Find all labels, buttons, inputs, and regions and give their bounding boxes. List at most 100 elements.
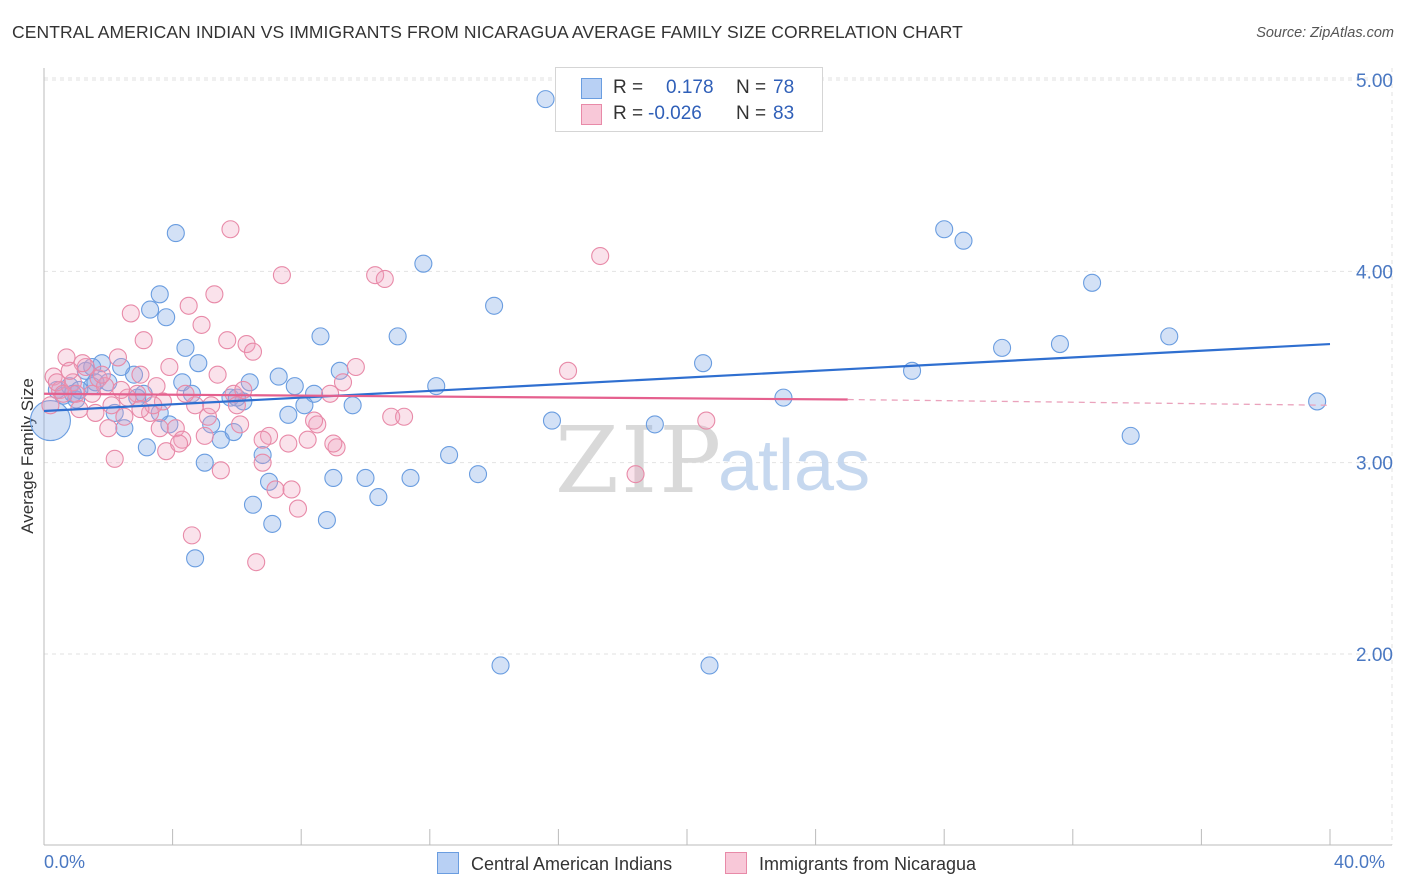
point-central-american-indian <box>491 656 510 675</box>
point-immigrant-nicaragua <box>591 246 610 266</box>
point-central-american-indian <box>112 357 131 377</box>
point-central-american-indian <box>195 453 214 472</box>
point-central-american-indian <box>305 384 324 403</box>
y-tick-label: 5.00 <box>1356 71 1393 92</box>
y-tick-label: 4.00 <box>1356 262 1393 283</box>
point-central-american-indian <box>542 411 562 430</box>
point-central-american-indian <box>243 495 263 514</box>
point-immigrant-nicaragua <box>47 373 66 392</box>
point-central-american-indian <box>356 468 375 488</box>
point-immigrant-nicaragua <box>195 426 214 445</box>
point-immigrant-nicaragua <box>92 365 111 384</box>
point-immigrant-nicaragua <box>305 411 324 430</box>
point-central-american-indian <box>414 254 433 273</box>
legend-label-pink: Immigrants from Nicaragua <box>759 854 977 874</box>
point-immigrant-nicaragua <box>57 348 76 367</box>
point-immigrant-nicaragua <box>253 430 272 449</box>
legend-swatch-pink <box>725 852 747 874</box>
point-immigrant-nicaragua <box>108 348 127 367</box>
point-immigrant-nicaragua <box>131 400 150 419</box>
point-immigrant-nicaragua <box>211 461 230 480</box>
point-immigrant-nicaragua <box>134 331 153 350</box>
point-immigrant-nicaragua <box>324 434 343 453</box>
point-immigrant-nicaragua <box>243 342 263 361</box>
point-central-american-indian <box>343 396 362 415</box>
point-central-american-indian <box>645 415 664 434</box>
watermark: ZIP atlas <box>555 407 870 514</box>
point-central-american-indian <box>993 338 1012 357</box>
stats-box: R = 0.178 N = 78 R = -0.026 N = 83 <box>555 67 823 132</box>
point-immigrant-nicaragua <box>272 266 291 285</box>
point-immigrant-nicaragua <box>395 407 414 426</box>
point-central-american-indian <box>137 438 156 457</box>
legend-item-central-american-indians[interactable]: Central American Indians <box>437 852 672 875</box>
point-central-american-indian <box>694 354 713 373</box>
point-immigrant-nicaragua <box>147 377 166 396</box>
point-immigrant-nicaragua <box>115 407 134 426</box>
point-central-american-indian <box>774 388 793 407</box>
point-immigrant-nicaragua <box>626 465 645 484</box>
trend-line-blue <box>43 342 1331 413</box>
point-central-american-indian <box>700 656 719 675</box>
point-central-american-indian <box>150 285 169 304</box>
point-central-american-indian <box>263 514 282 533</box>
point-central-american-indian <box>388 327 407 346</box>
point-immigrant-nicaragua <box>279 434 298 453</box>
point-central-american-indian <box>369 488 388 507</box>
point-central-american-indian <box>935 220 954 239</box>
point-central-american-indian <box>259 472 279 491</box>
point-immigrant-nicaragua <box>282 480 301 499</box>
y-tick-label: 3.00 <box>1356 454 1393 475</box>
point-immigrant-nicaragua <box>179 296 198 315</box>
source-label: Source: ZipAtlas.com <box>1256 25 1394 41</box>
stats-r-label-pink: R = <box>613 103 644 124</box>
point-immigrant-nicaragua <box>221 220 240 239</box>
point-central-american-indian <box>954 231 973 250</box>
point-central-american-indian <box>324 468 343 488</box>
stats-n-label-blue: N = <box>736 77 767 98</box>
gridlines <box>44 68 1393 845</box>
point-central-american-indian <box>468 465 488 484</box>
point-central-american-indian <box>485 296 504 315</box>
point-central-american-indian <box>240 373 259 392</box>
point-central-american-indian <box>1050 334 1069 354</box>
point-central-american-indian <box>157 308 176 327</box>
point-immigrant-nicaragua <box>166 419 185 438</box>
point-immigrant-nicaragua <box>169 434 189 453</box>
point-central-american-indian <box>189 354 208 373</box>
point-central-american-indian <box>83 357 102 377</box>
point-central-american-indian <box>317 511 336 530</box>
stats-n-label-pink: N = <box>736 103 767 124</box>
legend-label-blue: Central American Indians <box>471 854 673 874</box>
stats-n-value-pink: 83 <box>773 103 795 124</box>
trend-line-pink <box>43 392 848 401</box>
axes <box>43 68 1392 846</box>
watermark-atlas: atlas <box>718 426 870 506</box>
point-immigrant-nicaragua <box>237 334 256 354</box>
stats-n-value-blue: 78 <box>773 77 795 98</box>
point-immigrant-nicaragua <box>198 407 218 426</box>
watermark-zip: ZIP <box>555 407 723 514</box>
point-immigrant-nicaragua <box>231 415 250 434</box>
point-central-american-indian <box>1308 392 1327 411</box>
point-immigrant-nicaragua <box>218 331 237 350</box>
stats-r-label-blue: R = <box>613 77 644 98</box>
point-central-american-indian <box>1121 426 1140 445</box>
legend-swatch-blue <box>437 852 459 874</box>
point-immigrant-nicaragua <box>105 449 124 468</box>
stats-r-value-blue: 0.178 <box>666 77 714 98</box>
point-central-american-indian <box>1160 327 1179 346</box>
y-tick-labels: 2.00 3.00 4.00 5.00 <box>1356 71 1393 666</box>
legend-item-immigrants-from-nicaragua[interactable]: Immigrants from Nicaragua <box>725 852 976 875</box>
point-immigrant-nicaragua <box>288 499 308 518</box>
point-central-american-indian <box>253 445 272 465</box>
point-immigrant-nicaragua <box>333 373 353 392</box>
point-immigrant-nicaragua <box>558 361 578 380</box>
point-immigrant-nicaragua <box>247 553 266 572</box>
point-central-american-indian <box>224 423 243 442</box>
point-central-american-indian <box>536 90 555 109</box>
point-central-american-indian <box>269 367 288 386</box>
point-central-american-indian <box>279 405 298 424</box>
stats-swatch-blue <box>581 78 602 99</box>
point-immigrant-nicaragua <box>382 407 401 426</box>
